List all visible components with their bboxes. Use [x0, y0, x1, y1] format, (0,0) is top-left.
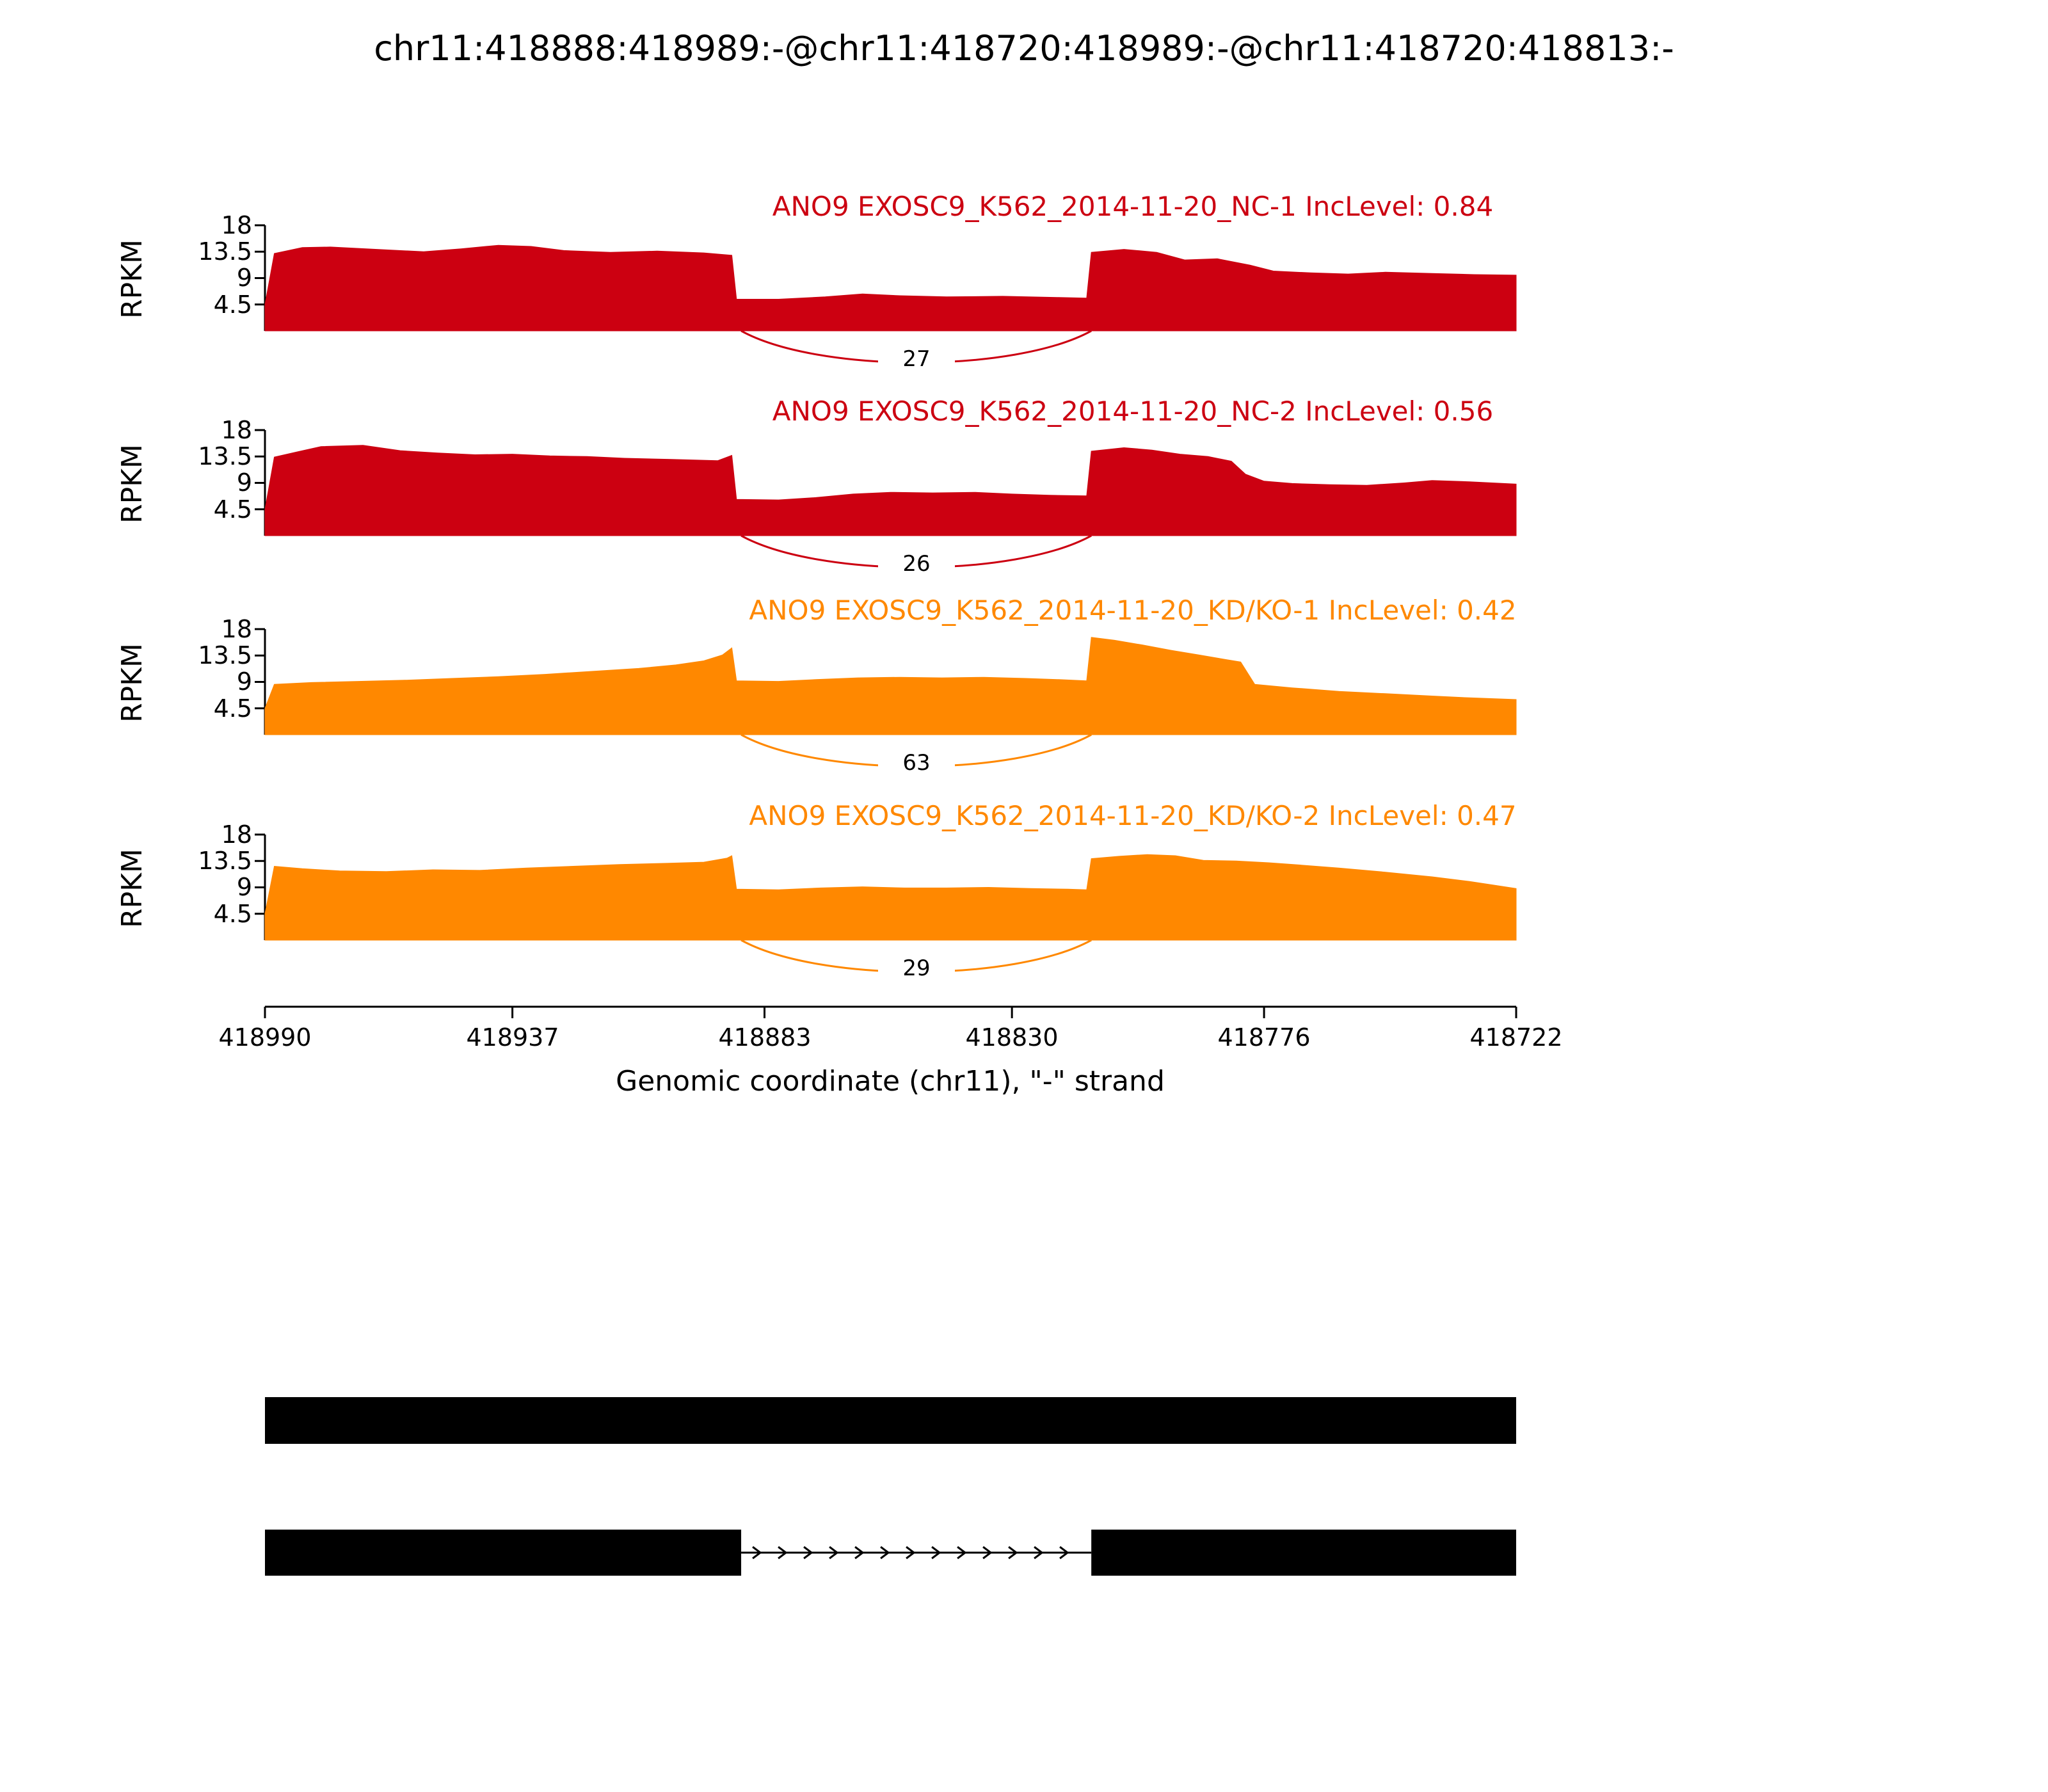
- y-tick-label: 9: [236, 873, 252, 901]
- x-axis-label: Genomic coordinate (chr11), "-" strand: [616, 1065, 1165, 1098]
- intron-arrow-icon: [982, 1546, 993, 1560]
- x-tick-label: 418990: [218, 1023, 312, 1052]
- y-tick-label: 4.5: [213, 694, 252, 723]
- junction-count: 29: [878, 954, 955, 982]
- intron-arrow-icon: [778, 1546, 788, 1560]
- coverage-track: [255, 833, 1517, 973]
- coverage-track: [255, 224, 1517, 364]
- intron-arrow-icon: [931, 1546, 941, 1560]
- y-tick-label: 13.5: [198, 847, 252, 875]
- isoform-exon: [1091, 1530, 1516, 1576]
- y-tick-label: 18: [221, 615, 252, 643]
- x-tick-label: 418883: [718, 1023, 812, 1052]
- gene-model: [265, 1397, 1516, 1576]
- y-tick-label: 13.5: [198, 442, 252, 470]
- y-tick-label: 9: [236, 264, 252, 292]
- track-label-kdko-2: ANO9 EXOSC9_K562_2014-11-20_KD/KO-2 IncL…: [749, 800, 1517, 831]
- coverage-track: [255, 429, 1517, 568]
- intron-arrow-icon: [1008, 1546, 1018, 1560]
- isoform-exon: [265, 1530, 742, 1576]
- y-tick-label: 18: [221, 820, 252, 849]
- intron-arrow-icon: [752, 1546, 762, 1560]
- intron-arrow-icon: [957, 1546, 967, 1560]
- x-tick-label: 418937: [466, 1023, 559, 1052]
- y-axis-label: RPKM: [116, 849, 148, 928]
- track-label-nc-1: ANO9 EXOSC9_K562_2014-11-20_NC-1 IncLeve…: [772, 191, 1494, 222]
- x-tick-label: 418722: [1469, 1023, 1563, 1052]
- junction-count: 26: [878, 550, 955, 578]
- y-tick-label: 18: [221, 416, 252, 444]
- track-label-nc-2: ANO9 EXOSC9_K562_2014-11-20_NC-2 IncLeve…: [772, 396, 1494, 427]
- coverage-tracks: [255, 224, 1517, 973]
- intron-arrow-icon: [829, 1546, 839, 1560]
- junction-count: 63: [878, 749, 955, 777]
- x-tick-label: 418776: [1217, 1023, 1311, 1052]
- y-tick-label: 9: [236, 668, 252, 696]
- isoform-exon: [265, 1397, 1516, 1444]
- y-axis-label: RPKM: [116, 643, 148, 723]
- coverage-area: [264, 637, 1517, 735]
- coverage-area: [264, 244, 1517, 332]
- intron-arrow-icon: [803, 1546, 813, 1560]
- y-axis-label: RPKM: [116, 239, 148, 319]
- intron-arrow-icon: [906, 1546, 916, 1560]
- coverage-area: [264, 445, 1517, 536]
- intron-arrow-icon: [1059, 1546, 1069, 1560]
- y-tick-label: 4.5: [213, 900, 252, 928]
- y-tick-label: 9: [236, 468, 252, 497]
- y-tick-label: 18: [221, 211, 252, 239]
- x-axis: [264, 1005, 1517, 1018]
- junction-count: 27: [878, 345, 955, 373]
- plot-title: chr11:418888:418989:-@chr11:418720:41898…: [374, 28, 1674, 68]
- intron-arrow-icon: [854, 1546, 865, 1560]
- y-tick-label: 13.5: [198, 237, 252, 266]
- coverage-area: [264, 854, 1517, 941]
- y-tick-label: 13.5: [198, 641, 252, 669]
- y-tick-label: 4.5: [213, 495, 252, 524]
- intron-arrow-icon: [880, 1546, 890, 1560]
- y-tick-label: 4.5: [213, 291, 252, 319]
- track-label-kdko-1: ANO9 EXOSC9_K562_2014-11-20_KD/KO-1 IncL…: [749, 595, 1517, 626]
- intron-arrow-icon: [1034, 1546, 1044, 1560]
- x-tick-label: 418830: [965, 1023, 1059, 1052]
- coverage-track: [255, 628, 1517, 767]
- y-axis-label: RPKM: [116, 444, 148, 524]
